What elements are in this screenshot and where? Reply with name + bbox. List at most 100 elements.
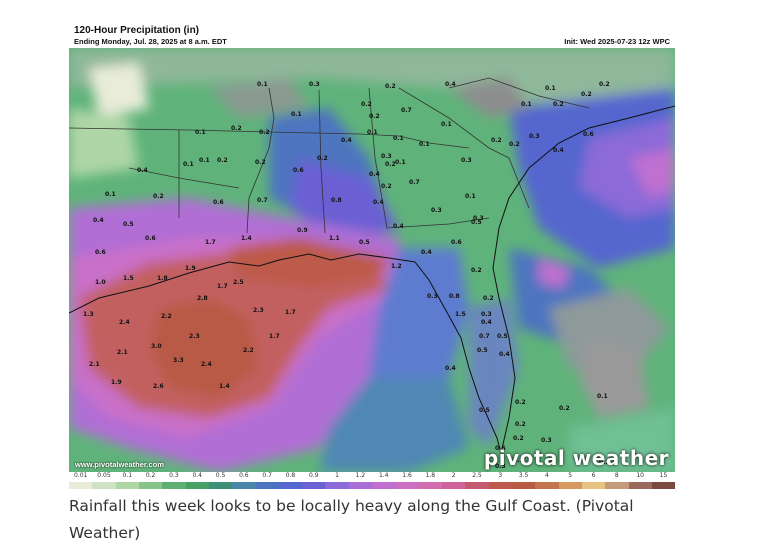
map-value-label: 0.2 bbox=[515, 421, 526, 428]
scale-swatch bbox=[651, 482, 676, 489]
scale-tick-label: 0.1 bbox=[122, 472, 133, 479]
map-value-label: 0.1 bbox=[367, 129, 378, 136]
scale-tick-label: 0.3 bbox=[169, 472, 179, 479]
scale-swatch bbox=[115, 482, 139, 489]
map-value-label: 2.8 bbox=[197, 295, 208, 302]
map-value-label: 1.2 bbox=[391, 263, 402, 270]
map-value-label: 0.2 bbox=[255, 159, 266, 166]
map-value-label: 1.7 bbox=[205, 239, 216, 246]
map-value-label: 0.4 bbox=[137, 167, 148, 174]
scale-swatch bbox=[581, 482, 606, 489]
map-value-label: 0.2 bbox=[385, 83, 396, 90]
map-value-label: 2.1 bbox=[117, 349, 128, 356]
map-value-label: 0.4 bbox=[341, 137, 352, 144]
scale-tick-label: 0.05 bbox=[97, 472, 111, 479]
color-scale: 0.01 0.05 0.1 0.2 0.3 0.4 0.5 0.6 0.7 0.8 0.9 1 1.2 1… bbox=[69, 472, 676, 492]
scale-swatch bbox=[605, 482, 629, 489]
map-init-time: Init: Wed 2025-07-23 12z WPC bbox=[564, 37, 670, 46]
scale-tick-label: 6 bbox=[591, 472, 596, 479]
map-value-label: 0.1 bbox=[395, 159, 406, 166]
map-value-label: 2.5 bbox=[233, 279, 244, 286]
map-value-label: 0.8 bbox=[331, 197, 342, 204]
map-value-label: 0.1 bbox=[419, 141, 430, 148]
map-value-label: 3.0 bbox=[151, 343, 162, 350]
map-value-label: 0.1 bbox=[183, 161, 194, 168]
map-value-label: 0.4 bbox=[445, 81, 456, 88]
map-value-label: 0.3 bbox=[541, 437, 552, 444]
map-value-label: 0.2 bbox=[381, 183, 392, 190]
scale-swatch bbox=[348, 482, 373, 489]
coastline bbox=[69, 105, 675, 454]
precipitation-map-figure: 120-Hour Precipitation (in) Ending Monda… bbox=[69, 22, 676, 492]
map-value-label: 0.2 bbox=[599, 81, 610, 88]
map-value-label: 0.1 bbox=[597, 393, 608, 400]
map-value-label: 0.3 bbox=[473, 215, 484, 222]
map-value-label: 1.7 bbox=[285, 309, 296, 316]
map-value-label: 1.7 bbox=[269, 333, 280, 340]
map-value-label: 1.9 bbox=[185, 265, 196, 272]
map-value-label: 0.4 bbox=[499, 351, 510, 358]
map-value-label: 0.1 bbox=[465, 193, 476, 200]
map-value-label: 0.8 bbox=[449, 293, 460, 300]
map-value-label: 0.3 bbox=[309, 81, 320, 88]
map-value-label: 0.5 bbox=[471, 219, 482, 226]
map-value-label: 0.2 bbox=[491, 137, 502, 144]
map-value-label: 0.5 bbox=[495, 445, 506, 452]
scale-tick-label: 5 bbox=[568, 472, 573, 479]
scale-tick-label: 1 bbox=[335, 472, 339, 479]
scale-tick-label: 2 bbox=[451, 472, 456, 479]
map-value-label: 0.7 bbox=[479, 333, 490, 340]
map-value-label: 2.2 bbox=[161, 313, 172, 320]
scale-tick-label: 1.6 bbox=[402, 472, 412, 479]
map-value-label: 1.5 bbox=[123, 275, 134, 282]
watermark-site: www.pivotalweather.com bbox=[75, 460, 164, 469]
map-value-label: 0.1 bbox=[105, 191, 116, 198]
map-value-label: 0.1 bbox=[545, 85, 556, 92]
map-value-label: 0.3 bbox=[495, 463, 506, 470]
map-value-label: 0.4 bbox=[369, 171, 380, 178]
map-value-label: 0.2 bbox=[559, 405, 570, 412]
map-value-label: 0.1 bbox=[393, 135, 404, 142]
map-value-label: 0.7 bbox=[409, 179, 420, 186]
boundaries bbox=[69, 77, 590, 234]
map-value-label: 1.8 bbox=[157, 275, 168, 282]
map-value-label: 1.4 bbox=[241, 235, 252, 242]
map-value-label: 0.3 bbox=[529, 133, 540, 140]
map-value-label: 0.7 bbox=[401, 107, 412, 114]
scale-tick-label: 1.4 bbox=[378, 472, 389, 479]
map-value-label: 0.2 bbox=[483, 295, 494, 302]
scale-tick-label: 4 bbox=[544, 472, 549, 479]
scale-swatch bbox=[92, 482, 116, 489]
map-value-label: 1.3 bbox=[83, 311, 94, 318]
map-value-label: 2.2 bbox=[243, 347, 254, 354]
map-value-label: 2.1 bbox=[89, 361, 100, 368]
scale-tick-label: 0.9 bbox=[309, 472, 319, 479]
map-value-label: 0.2 bbox=[361, 101, 372, 108]
map-value-label: 0.6 bbox=[293, 167, 304, 174]
map-value-label: 0.4 bbox=[445, 365, 456, 372]
map-value-label: 0.3 bbox=[431, 207, 442, 214]
map-value-label: 0.2 bbox=[317, 155, 328, 162]
scale-swatch bbox=[418, 482, 442, 489]
scale-tick-label: 8 bbox=[614, 472, 619, 479]
scale-swatch bbox=[232, 482, 256, 489]
map-value-label: 0.2 bbox=[217, 157, 228, 164]
map-value-label: 0.1 bbox=[521, 101, 532, 108]
map-value-label: 1.7 bbox=[217, 283, 228, 290]
map-value-label: 3.3 bbox=[173, 357, 184, 364]
map-value-label: 0.1 bbox=[199, 157, 210, 164]
scale-swatch bbox=[558, 482, 582, 489]
map-value-label: 2.4 bbox=[119, 319, 130, 326]
map-header: 120-Hour Precipitation (in) Ending Monda… bbox=[74, 25, 670, 49]
scale-tick-label: 0.8 bbox=[285, 472, 296, 479]
map-value-label: 0.2 bbox=[581, 91, 592, 98]
map-canvas: 0.1 0.3 0.2 0.40.10.20.20.1 0.20.20.70.1 0.20… bbox=[69, 48, 675, 472]
scale-tick-label: 2.5 bbox=[472, 472, 482, 479]
map-value-label: 0.3 bbox=[461, 157, 472, 164]
scale-tick-label: 3 bbox=[498, 472, 503, 479]
map-value-label: 0.5 bbox=[497, 333, 508, 340]
scale-bar bbox=[69, 482, 676, 489]
map-value-label: 0.2 bbox=[515, 399, 526, 406]
map-value-label: 0.1 bbox=[291, 111, 302, 118]
map-value-label: 0.1 bbox=[195, 129, 206, 136]
